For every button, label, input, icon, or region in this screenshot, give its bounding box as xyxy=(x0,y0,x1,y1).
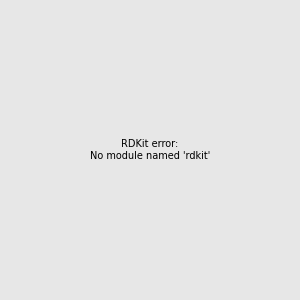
Text: RDKit error:
No module named 'rdkit': RDKit error: No module named 'rdkit' xyxy=(90,139,210,161)
